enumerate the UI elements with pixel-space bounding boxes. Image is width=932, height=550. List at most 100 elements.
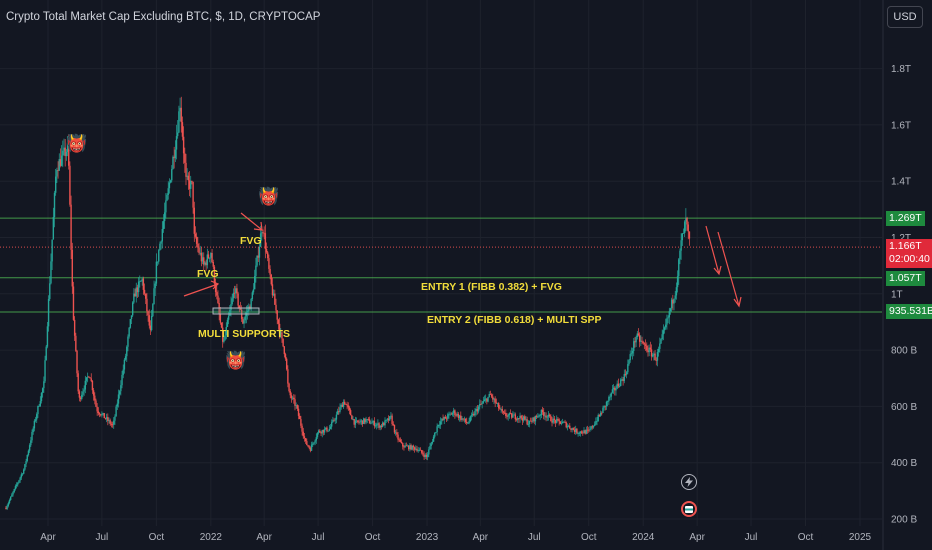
candle-body (254, 276, 256, 290)
x-tick-label: Oct (365, 532, 381, 543)
candle-body (570, 428, 572, 430)
candle-body (441, 418, 443, 422)
candle-body (290, 395, 293, 399)
candle-body (518, 418, 520, 419)
candle-body (340, 404, 342, 408)
candle-body (115, 406, 117, 417)
candle-body (445, 418, 448, 420)
candle-body (226, 319, 229, 327)
candle-body (216, 292, 218, 296)
candle-body (539, 415, 541, 417)
candle-body (7, 503, 10, 506)
candle-body (206, 254, 209, 266)
candle-body (294, 399, 296, 406)
candle-body (34, 419, 37, 421)
candle-body (113, 420, 115, 425)
candle-body (654, 353, 656, 360)
candle-body (182, 136, 185, 154)
candle-body (359, 421, 361, 423)
candle-body (118, 391, 121, 395)
candle-body (417, 450, 419, 452)
candle-body (101, 413, 103, 416)
candle-body (579, 431, 582, 434)
candle-body (203, 257, 205, 265)
candle-body (525, 419, 527, 421)
candle-body (268, 258, 270, 269)
candle-body (541, 409, 544, 413)
candle-body (145, 293, 147, 299)
candle-body (537, 416, 539, 418)
candle-body (631, 350, 634, 354)
candle-body (71, 249, 73, 287)
candle-body (601, 412, 603, 414)
candle-body (604, 405, 607, 407)
y-tick-label: 200 B (891, 515, 917, 526)
candle-body (563, 421, 565, 423)
candle-body (409, 445, 411, 450)
candle-body (593, 424, 596, 426)
candle-body (373, 421, 376, 427)
candle-body (514, 414, 516, 420)
candle-body (649, 347, 652, 350)
candle-body (660, 339, 662, 344)
candle-body (75, 335, 77, 351)
candle-body (462, 418, 464, 420)
candle-body (520, 415, 522, 419)
candle-body (573, 429, 576, 432)
candle-body (588, 429, 590, 431)
candle-body (284, 354, 287, 359)
candle-body (207, 254, 210, 258)
candle-body (499, 408, 501, 410)
candle-body (192, 181, 194, 208)
candle-body (109, 420, 111, 424)
candle-body (50, 261, 52, 284)
candle-body (69, 165, 71, 205)
lightning-icon[interactable] (681, 474, 697, 490)
candle-body (681, 233, 684, 241)
candle-body (159, 243, 161, 251)
candle-body (45, 346, 47, 361)
candle-body (416, 448, 418, 451)
candle-body (569, 425, 571, 429)
candle-body (160, 241, 162, 244)
candle-body (255, 265, 257, 277)
y-tick-label: 400 B (891, 458, 917, 469)
candle-body (366, 419, 368, 420)
candle-body (344, 401, 346, 405)
candle-body (609, 396, 611, 398)
arrow-down-1-head (713, 265, 722, 276)
candle-body (262, 232, 264, 234)
candle-body (28, 445, 31, 451)
candle-body (353, 419, 355, 425)
candle-body (37, 406, 39, 415)
annotation-multi-supports: MULTI SUPPORTS (198, 328, 290, 340)
candle-body (293, 397, 295, 400)
candle-body (642, 341, 644, 344)
candle-body (328, 428, 331, 431)
currency-button[interactable]: USD (887, 6, 923, 28)
candle-body (88, 376, 90, 378)
candle-body (165, 200, 167, 213)
candle-body (345, 404, 347, 405)
candle-body (355, 420, 358, 422)
candle-body (140, 280, 142, 282)
candle-body (480, 403, 482, 405)
price-tag-entry-2: 935.531B (886, 304, 932, 319)
candle-body (65, 151, 68, 157)
candle-body (104, 418, 107, 419)
candle-body (616, 383, 618, 389)
candle-body (97, 411, 100, 414)
candle-body (326, 427, 328, 432)
countdown-timer: 02:00:40 (889, 253, 930, 265)
candle-body (622, 379, 624, 382)
candle-body (167, 188, 169, 195)
flag-badge-icon[interactable] (681, 501, 697, 517)
candle-body (303, 436, 306, 439)
candle-body (552, 418, 554, 423)
candle-body (502, 411, 505, 413)
candle-body (13, 489, 15, 492)
candle-body (461, 418, 463, 420)
candle-body (590, 426, 592, 430)
candle-body (550, 415, 552, 422)
